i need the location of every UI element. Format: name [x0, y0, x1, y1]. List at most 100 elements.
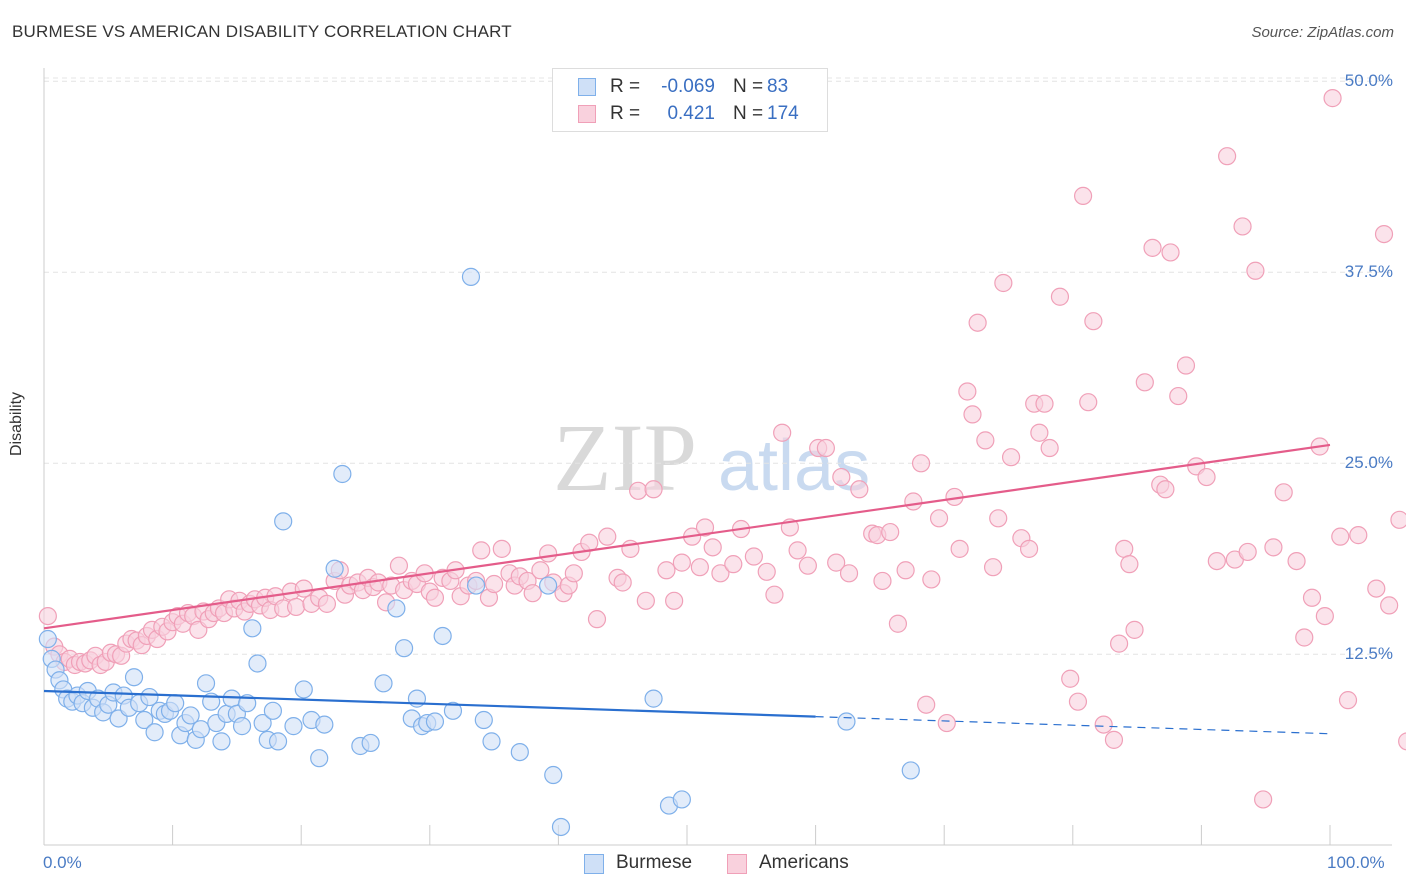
americans-point [1001, 448, 1021, 467]
americans-point [1246, 261, 1265, 280]
stats-row-burmese: R = -0.069 N = 83 [553, 74, 827, 100]
americans-point [1104, 730, 1124, 749]
americans-point [539, 544, 558, 563]
americans-point [937, 713, 956, 733]
americans-point [1367, 579, 1386, 598]
americans-point [1302, 588, 1322, 607]
americans-point [1176, 356, 1196, 375]
americans-point [1068, 692, 1088, 711]
americans-point [850, 480, 869, 499]
burmese-point [284, 717, 303, 736]
americans-point [711, 564, 730, 583]
burmese-trend-extension [815, 716, 1331, 735]
americans-point [1169, 386, 1188, 406]
americans-point [816, 438, 835, 458]
burmese-point [544, 765, 563, 785]
americans-point [598, 527, 617, 546]
y-tick-label: 12.5% [1344, 644, 1393, 664]
r-label: R = [610, 103, 641, 124]
americans-point [636, 591, 655, 610]
burmese-point [539, 576, 558, 595]
burmese-point [510, 742, 529, 762]
burmese-point [474, 710, 493, 730]
americans-point [1323, 89, 1342, 108]
americans-point [968, 313, 987, 332]
burmese-point [443, 701, 463, 720]
x-tick-min: 0.0% [43, 853, 82, 872]
americans-point [983, 558, 1003, 577]
burmese-point [461, 267, 481, 286]
americans-point [881, 522, 900, 542]
americans-point [1349, 526, 1368, 545]
americans-point [613, 573, 632, 592]
americans-point [765, 585, 784, 604]
burmese-point [901, 761, 920, 780]
americans-point [1338, 691, 1358, 710]
americans-point [1143, 238, 1162, 257]
y-tick-label: 37.5% [1344, 262, 1393, 282]
n-value: 83 [767, 76, 789, 97]
legend-burmese: Burmese [584, 851, 714, 877]
burmese-point [387, 599, 406, 618]
r-value: -0.069 [661, 76, 715, 97]
americans-point [1390, 510, 1406, 529]
burmese-point [124, 668, 144, 687]
americans-point [286, 597, 306, 617]
americans-point [888, 614, 908, 633]
burmese-point [325, 559, 344, 578]
americans-point [1274, 483, 1293, 502]
americans-point [1161, 243, 1180, 262]
source-credit: Source: ZipAtlas.com [1251, 24, 1394, 41]
burmese-point [191, 720, 210, 739]
americans-point [1287, 551, 1306, 571]
stats-row-americans: R = 0.421 N = 174 [553, 101, 827, 127]
burmese-point [333, 464, 352, 484]
americans-point [1315, 606, 1334, 626]
americans-point [1109, 634, 1129, 653]
americans-point [629, 481, 648, 500]
americans-point [695, 518, 715, 537]
americans-point [523, 584, 542, 603]
americans-point [1061, 669, 1080, 688]
americans-point [1398, 732, 1406, 751]
americans-point [911, 454, 931, 473]
americans-point [531, 561, 550, 580]
burmese-point [315, 715, 334, 734]
americans-point [1035, 394, 1054, 413]
americans-point [950, 539, 969, 558]
americans-point [963, 405, 982, 424]
americans-point [425, 588, 445, 607]
americans-point [1197, 467, 1216, 487]
watermark-zip: ZIP [553, 404, 697, 511]
trend-lines [43, 443, 1331, 735]
n-label: N = [733, 76, 764, 97]
americans-point [1115, 539, 1134, 558]
y-tick-label: 25.0% [1344, 453, 1393, 473]
americans-point [1380, 596, 1399, 615]
legend-americans: Americans [727, 851, 877, 877]
burmese-point [145, 723, 164, 742]
americans-point [1050, 287, 1070, 306]
americans-point [1374, 225, 1394, 244]
americans-point [1218, 147, 1237, 166]
r-value: 0.421 [667, 103, 715, 124]
burmese-point [394, 639, 414, 658]
americans-point [929, 509, 949, 528]
axes [43, 68, 1392, 846]
burmese-point [243, 619, 262, 638]
burmese-point [294, 680, 313, 699]
burmese-point [425, 712, 445, 731]
americans-point [587, 610, 607, 629]
americans-point [1238, 542, 1257, 562]
americans-point [1094, 715, 1113, 734]
burmese-point [135, 710, 154, 730]
americans-point [873, 571, 892, 591]
burmese-point [253, 713, 272, 733]
burmese-point [310, 749, 329, 768]
americans-swatch [578, 105, 596, 123]
burmese-point [672, 790, 691, 809]
americans-point [1254, 790, 1273, 809]
burmese-point [166, 694, 185, 713]
americans-point [989, 509, 1008, 528]
